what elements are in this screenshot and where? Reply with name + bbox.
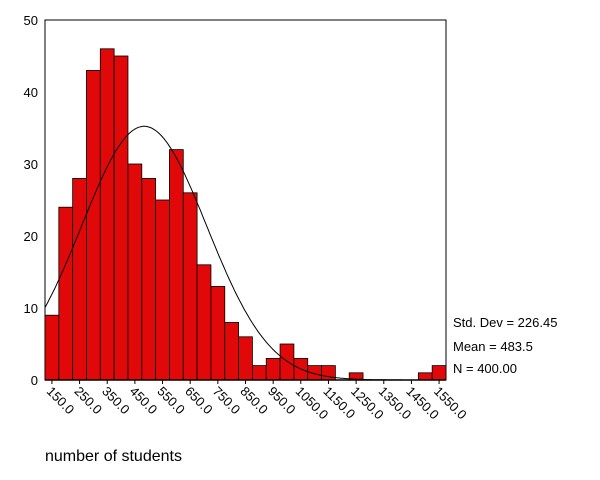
histogram-bar (196, 264, 212, 381)
x-tick-label: 350.0 (99, 384, 133, 418)
x-tick-label: 450.0 (127, 384, 161, 418)
std-dev-label: Std. Dev = 226.45 (453, 315, 558, 330)
histogram-bar (113, 55, 129, 381)
y-tick-label: 0 (31, 373, 38, 388)
x-tick-label: 150.0 (44, 384, 78, 418)
histogram-bar (431, 365, 447, 381)
y-tick-label: 30 (24, 157, 38, 172)
histogram-bar (169, 149, 184, 381)
histogram-bar (141, 177, 157, 381)
x-tick-label: 850.0 (237, 384, 271, 418)
x-tick-label: 550.0 (154, 384, 188, 418)
histogram-bar (86, 70, 101, 381)
y-tick-label: 40 (24, 85, 38, 100)
histogram-bar (58, 206, 74, 381)
histogram-bar (238, 336, 253, 381)
histogram-bar (210, 285, 226, 381)
histogram-bar (155, 199, 170, 381)
y-tick-label: 20 (24, 229, 38, 244)
histogram-bar (99, 48, 115, 381)
x-tick-label: 950.0 (265, 384, 299, 418)
histogram-bar (265, 357, 281, 381)
histogram-bar (127, 163, 143, 381)
histogram-bar (224, 321, 239, 381)
histogram-bar (417, 372, 433, 381)
histogram-bar (72, 177, 87, 381)
histogram-bar (44, 314, 60, 381)
x-tick-label: 650.0 (182, 384, 216, 418)
histogram-bar (252, 365, 267, 381)
histogram-bar (182, 192, 198, 381)
y-tick-label: 50 (24, 13, 38, 28)
y-tick-label: 10 (24, 301, 38, 316)
x-axis-title: number of students (45, 448, 182, 465)
histogram-bar (279, 343, 295, 381)
x-tick-label: 250.0 (71, 384, 105, 418)
mean-label: Mean = 483.5 (453, 339, 533, 354)
n-label: N = 400.00 (453, 361, 517, 376)
x-tick-label: 750.0 (210, 384, 244, 418)
